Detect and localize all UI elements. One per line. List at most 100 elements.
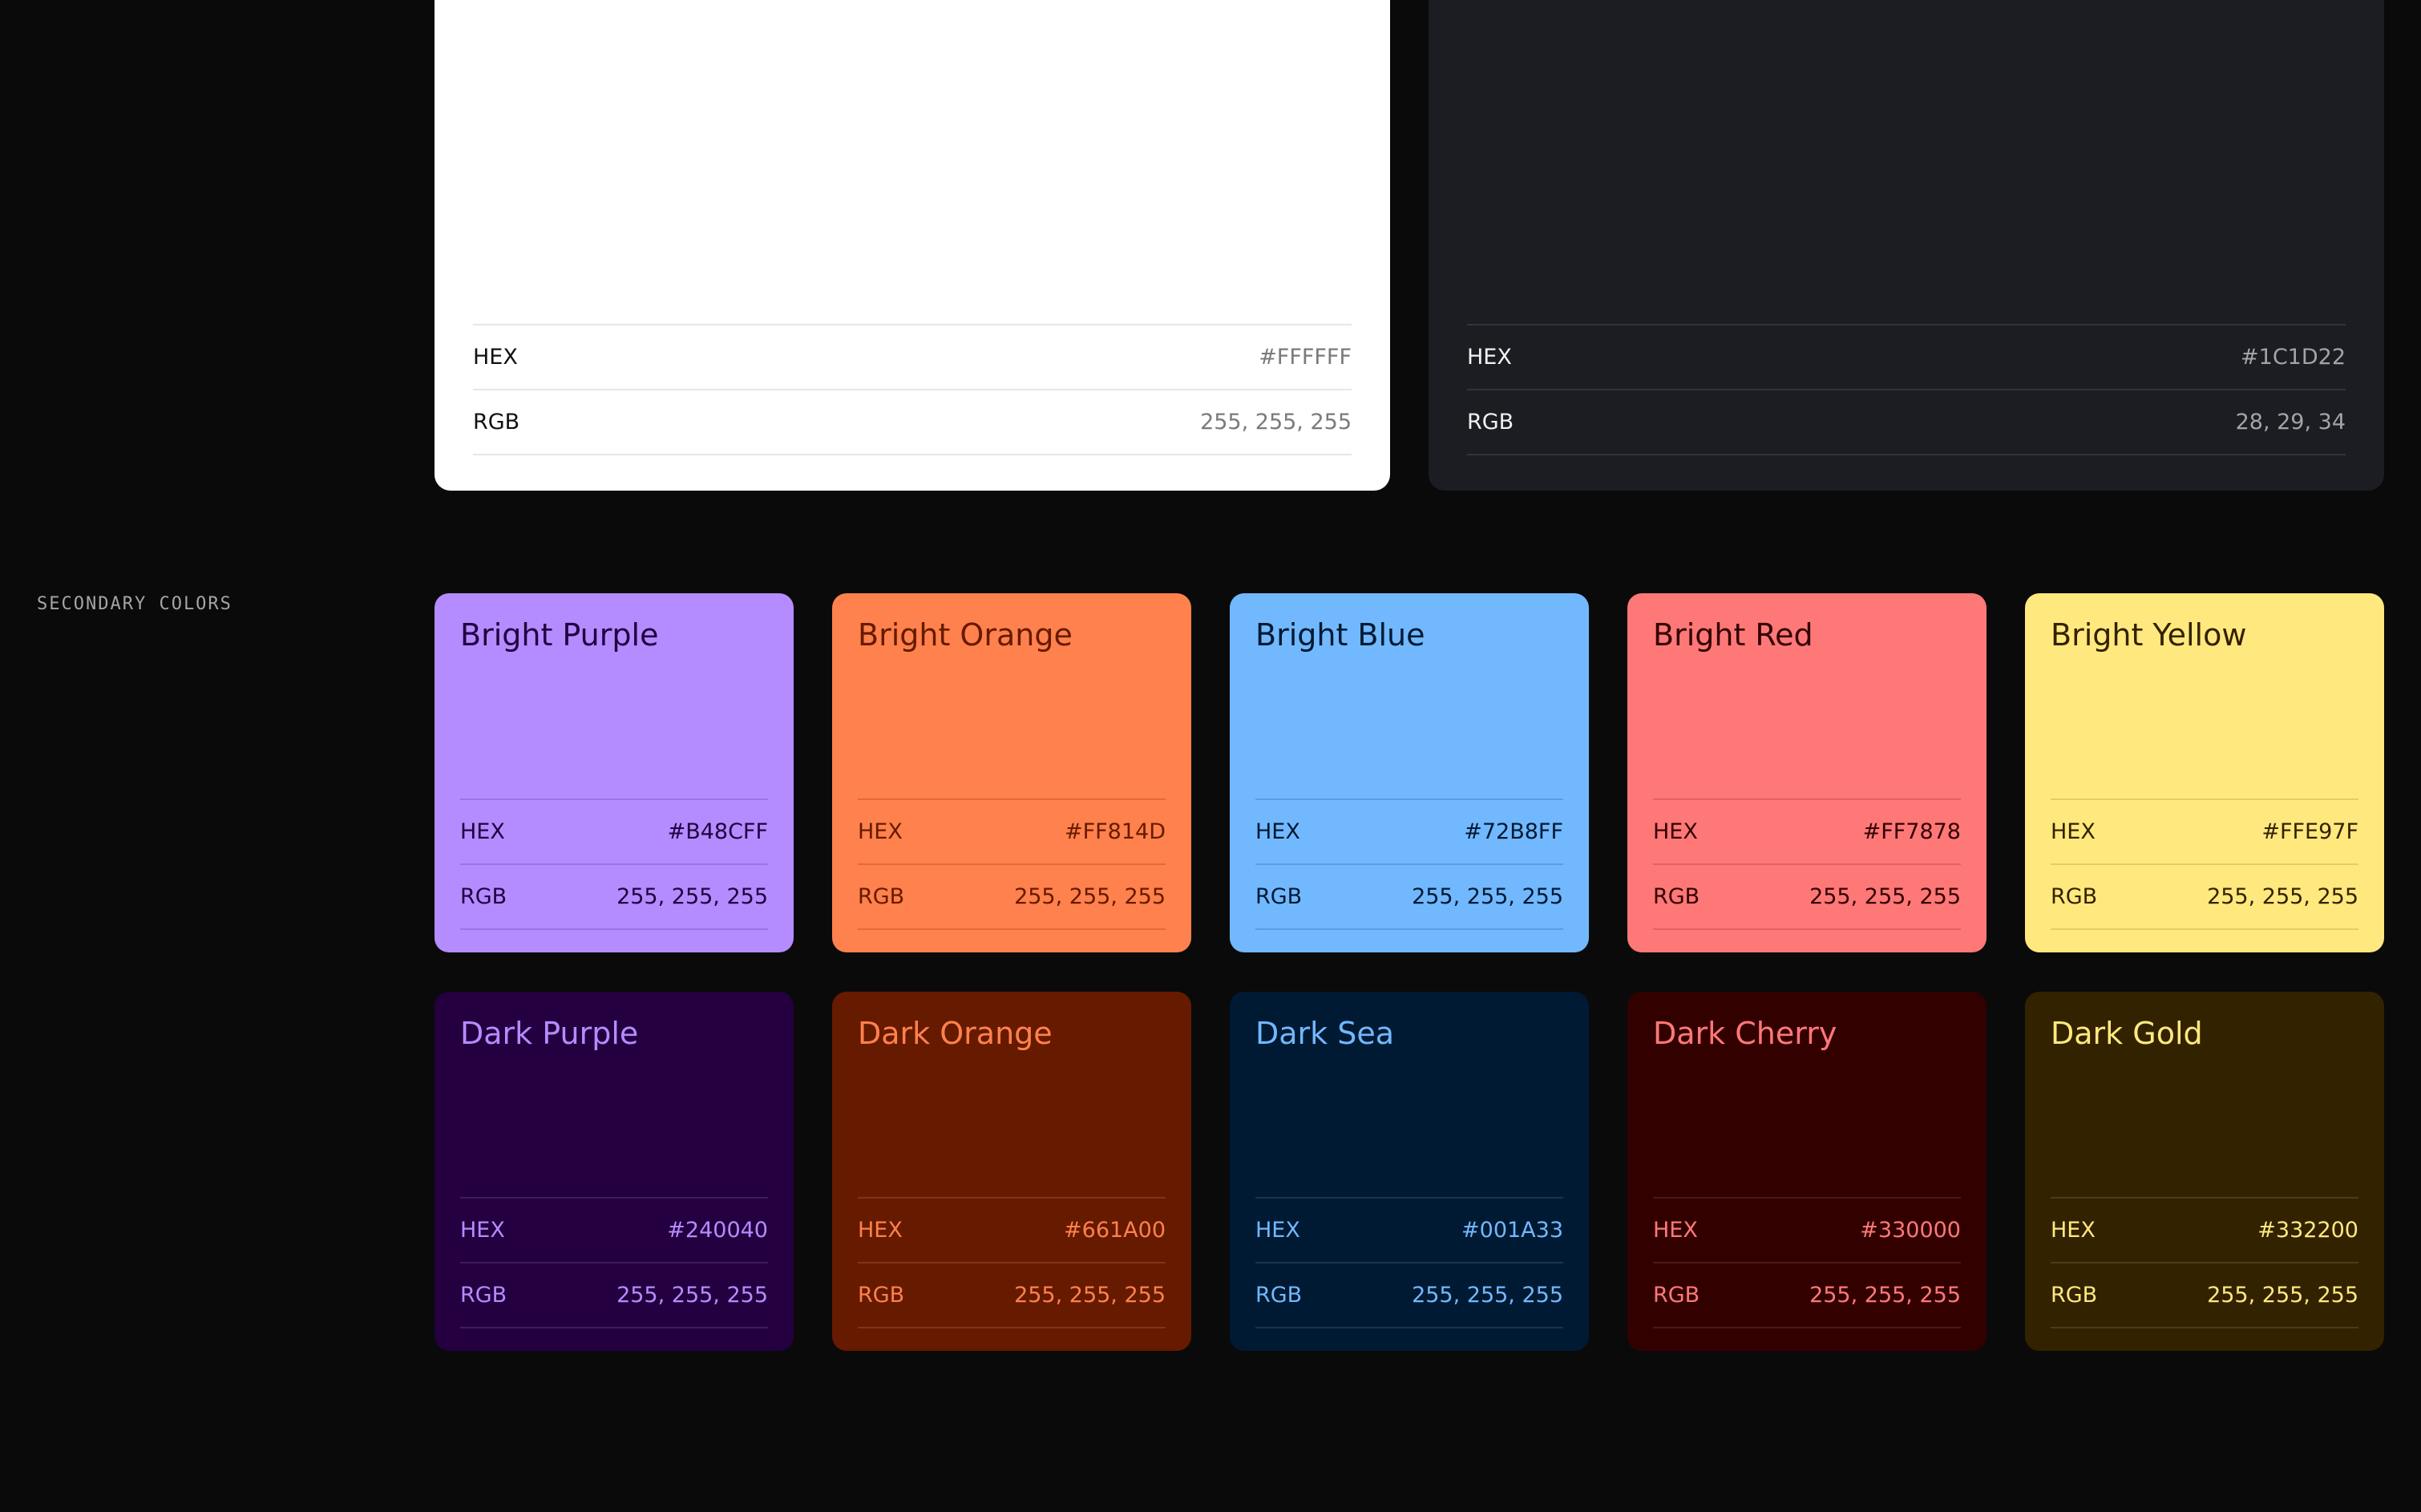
color-meta: HEX #72B8FF RGB 255, 255, 255 bbox=[1255, 798, 1563, 930]
rgb-label: RGB bbox=[1467, 410, 1514, 435]
rgb-row: RGB 255, 255, 255 bbox=[1255, 863, 1563, 930]
rgb-row: RGB 255, 255, 255 bbox=[2051, 1262, 2358, 1328]
swatch-name: Dark Cherry bbox=[1653, 1016, 1837, 1051]
rgb-row: RGB 255, 255, 255 bbox=[473, 389, 1352, 455]
rgb-row: RGB 255, 255, 255 bbox=[460, 863, 768, 930]
rgb-row: RGB 28, 29, 34 bbox=[1467, 389, 2346, 455]
rgb-value: 255, 255, 255 bbox=[1809, 1283, 1961, 1308]
hex-label: HEX bbox=[2051, 819, 2096, 844]
color-meta: HEX #330000 RGB 255, 255, 255 bbox=[1653, 1197, 1961, 1328]
hex-row: HEX #1C1D22 bbox=[1467, 324, 2346, 389]
hex-value: #FF7878 bbox=[1862, 819, 1961, 844]
hex-row: HEX #FFE97F bbox=[2051, 798, 2358, 863]
hex-value: #332200 bbox=[2257, 1218, 2358, 1243]
swatch-name: Dark Sea bbox=[1255, 1016, 1395, 1051]
swatch-bright-blue: Bright Blue HEX #72B8FF RGB 255, 255, 255 bbox=[1230, 593, 1589, 952]
swatch-dark-orange: Dark Orange HEX #661A00 RGB 255, 255, 255 bbox=[832, 992, 1191, 1351]
rgb-row: RGB 255, 255, 255 bbox=[2051, 863, 2358, 930]
rgb-value: 255, 255, 255 bbox=[616, 1283, 768, 1308]
hex-row: HEX #72B8FF bbox=[1255, 798, 1563, 863]
swatch-bright-orange: Bright Orange HEX #FF814D RGB 255, 255, 255 bbox=[832, 593, 1191, 952]
swatch-dark-sea: Dark Sea HEX #001A33 RGB 255, 255, 255 bbox=[1230, 992, 1589, 1351]
rgb-row: RGB 255, 255, 255 bbox=[858, 863, 1166, 930]
rgb-value: 255, 255, 255 bbox=[1014, 884, 1166, 909]
rgb-label: RGB bbox=[2051, 884, 2098, 909]
hex-label: HEX bbox=[2051, 1218, 2096, 1243]
hex-row: HEX #FF7878 bbox=[1653, 798, 1961, 863]
rgb-row: RGB 255, 255, 255 bbox=[1255, 1262, 1563, 1328]
swatch-dark-purple: Dark Purple HEX #240040 RGB 255, 255, 255 bbox=[434, 992, 794, 1351]
color-meta: HEX #661A00 RGB 255, 255, 255 bbox=[858, 1197, 1166, 1328]
swatch-bright-yellow: Bright Yellow HEX #FFE97F RGB 255, 255, 255 bbox=[2025, 593, 2384, 952]
hex-value: #001A33 bbox=[1461, 1218, 1563, 1243]
rgb-value: 255, 255, 255 bbox=[1412, 884, 1563, 909]
rgb-label: RGB bbox=[858, 884, 905, 909]
rgb-value: 255, 255, 255 bbox=[2207, 1283, 2358, 1308]
hex-row: HEX #FFFFFF bbox=[473, 324, 1352, 389]
rgb-label: RGB bbox=[2051, 1283, 2098, 1308]
primary-color-card-dark: HEX #1C1D22 RGB 28, 29, 34 bbox=[1429, 0, 2384, 491]
section-label-secondary-colors: SECONDARY COLORS bbox=[37, 594, 232, 614]
hex-value: #FFFFFF bbox=[1259, 345, 1352, 370]
rgb-row: RGB 255, 255, 255 bbox=[1653, 1262, 1961, 1328]
swatch-bright-purple: Bright Purple HEX #B48CFF RGB 255, 255, 255 bbox=[434, 593, 794, 952]
color-meta: HEX #001A33 RGB 255, 255, 255 bbox=[1255, 1197, 1563, 1328]
rgb-label: RGB bbox=[460, 1283, 507, 1308]
hex-row: HEX #330000 bbox=[1653, 1197, 1961, 1262]
hex-label: HEX bbox=[460, 1218, 505, 1243]
hex-value: #72B8FF bbox=[1464, 819, 1563, 844]
rgb-label: RGB bbox=[460, 884, 507, 909]
swatch-name: Bright Yellow bbox=[2051, 617, 2247, 653]
color-meta: HEX #1C1D22 RGB 28, 29, 34 bbox=[1467, 324, 2346, 455]
hex-label: HEX bbox=[460, 819, 505, 844]
hex-row: HEX #001A33 bbox=[1255, 1197, 1563, 1262]
rgb-value: 255, 255, 255 bbox=[2207, 884, 2358, 909]
hex-row: HEX #240040 bbox=[460, 1197, 768, 1262]
rgb-label: RGB bbox=[473, 410, 520, 435]
rgb-row: RGB 255, 255, 255 bbox=[1653, 863, 1961, 930]
swatch-name: Dark Purple bbox=[460, 1016, 639, 1051]
rgb-row: RGB 255, 255, 255 bbox=[460, 1262, 768, 1328]
hex-value: #240040 bbox=[667, 1218, 768, 1243]
color-meta: HEX #240040 RGB 255, 255, 255 bbox=[460, 1197, 768, 1328]
rgb-row: RGB 255, 255, 255 bbox=[858, 1262, 1166, 1328]
hex-label: HEX bbox=[858, 1218, 903, 1243]
color-meta: HEX #FF7878 RGB 255, 255, 255 bbox=[1653, 798, 1961, 930]
hex-label: HEX bbox=[1255, 819, 1300, 844]
rgb-value: 255, 255, 255 bbox=[1809, 884, 1961, 909]
swatch-name: Bright Orange bbox=[858, 617, 1073, 653]
rgb-label: RGB bbox=[1653, 884, 1700, 909]
color-meta: HEX #B48CFF RGB 255, 255, 255 bbox=[460, 798, 768, 930]
color-meta: HEX #FF814D RGB 255, 255, 255 bbox=[858, 798, 1166, 930]
rgb-label: RGB bbox=[858, 1283, 905, 1308]
swatch-dark-cherry: Dark Cherry HEX #330000 RGB 255, 255, 255 bbox=[1627, 992, 1987, 1351]
rgb-label: RGB bbox=[1255, 1283, 1303, 1308]
swatch-dark-gold: Dark Gold HEX #332200 RGB 255, 255, 255 bbox=[2025, 992, 2384, 1351]
rgb-value: 255, 255, 255 bbox=[1014, 1283, 1166, 1308]
hex-label: HEX bbox=[1255, 1218, 1300, 1243]
hex-value: #B48CFF bbox=[667, 819, 768, 844]
hex-value: #1C1D22 bbox=[2241, 345, 2346, 370]
rgb-value: 255, 255, 255 bbox=[1200, 410, 1352, 435]
rgb-value: 28, 29, 34 bbox=[2235, 410, 2346, 435]
swatch-bright-red: Bright Red HEX #FF7878 RGB 255, 255, 255 bbox=[1627, 593, 1987, 952]
rgb-label: RGB bbox=[1653, 1283, 1700, 1308]
rgb-value: 255, 255, 255 bbox=[616, 884, 768, 909]
hex-value: #FF814D bbox=[1064, 819, 1166, 844]
hex-label: HEX bbox=[473, 345, 518, 370]
hex-row: HEX #661A00 bbox=[858, 1197, 1166, 1262]
hex-label: HEX bbox=[858, 819, 903, 844]
hex-row: HEX #B48CFF bbox=[460, 798, 768, 863]
rgb-label: RGB bbox=[1255, 884, 1303, 909]
color-meta: HEX #FFFFFF RGB 255, 255, 255 bbox=[473, 324, 1352, 455]
hex-value: #661A00 bbox=[1064, 1218, 1166, 1243]
primary-color-card-white: HEX #FFFFFF RGB 255, 255, 255 bbox=[434, 0, 1390, 491]
hex-label: HEX bbox=[1467, 345, 1512, 370]
hex-value: #330000 bbox=[1860, 1218, 1961, 1243]
color-meta: HEX #332200 RGB 255, 255, 255 bbox=[2051, 1197, 2358, 1328]
hex-row: HEX #332200 bbox=[2051, 1197, 2358, 1262]
swatch-name: Bright Purple bbox=[460, 617, 659, 653]
swatch-name: Bright Red bbox=[1653, 617, 1813, 653]
hex-value: #FFE97F bbox=[2261, 819, 2358, 844]
